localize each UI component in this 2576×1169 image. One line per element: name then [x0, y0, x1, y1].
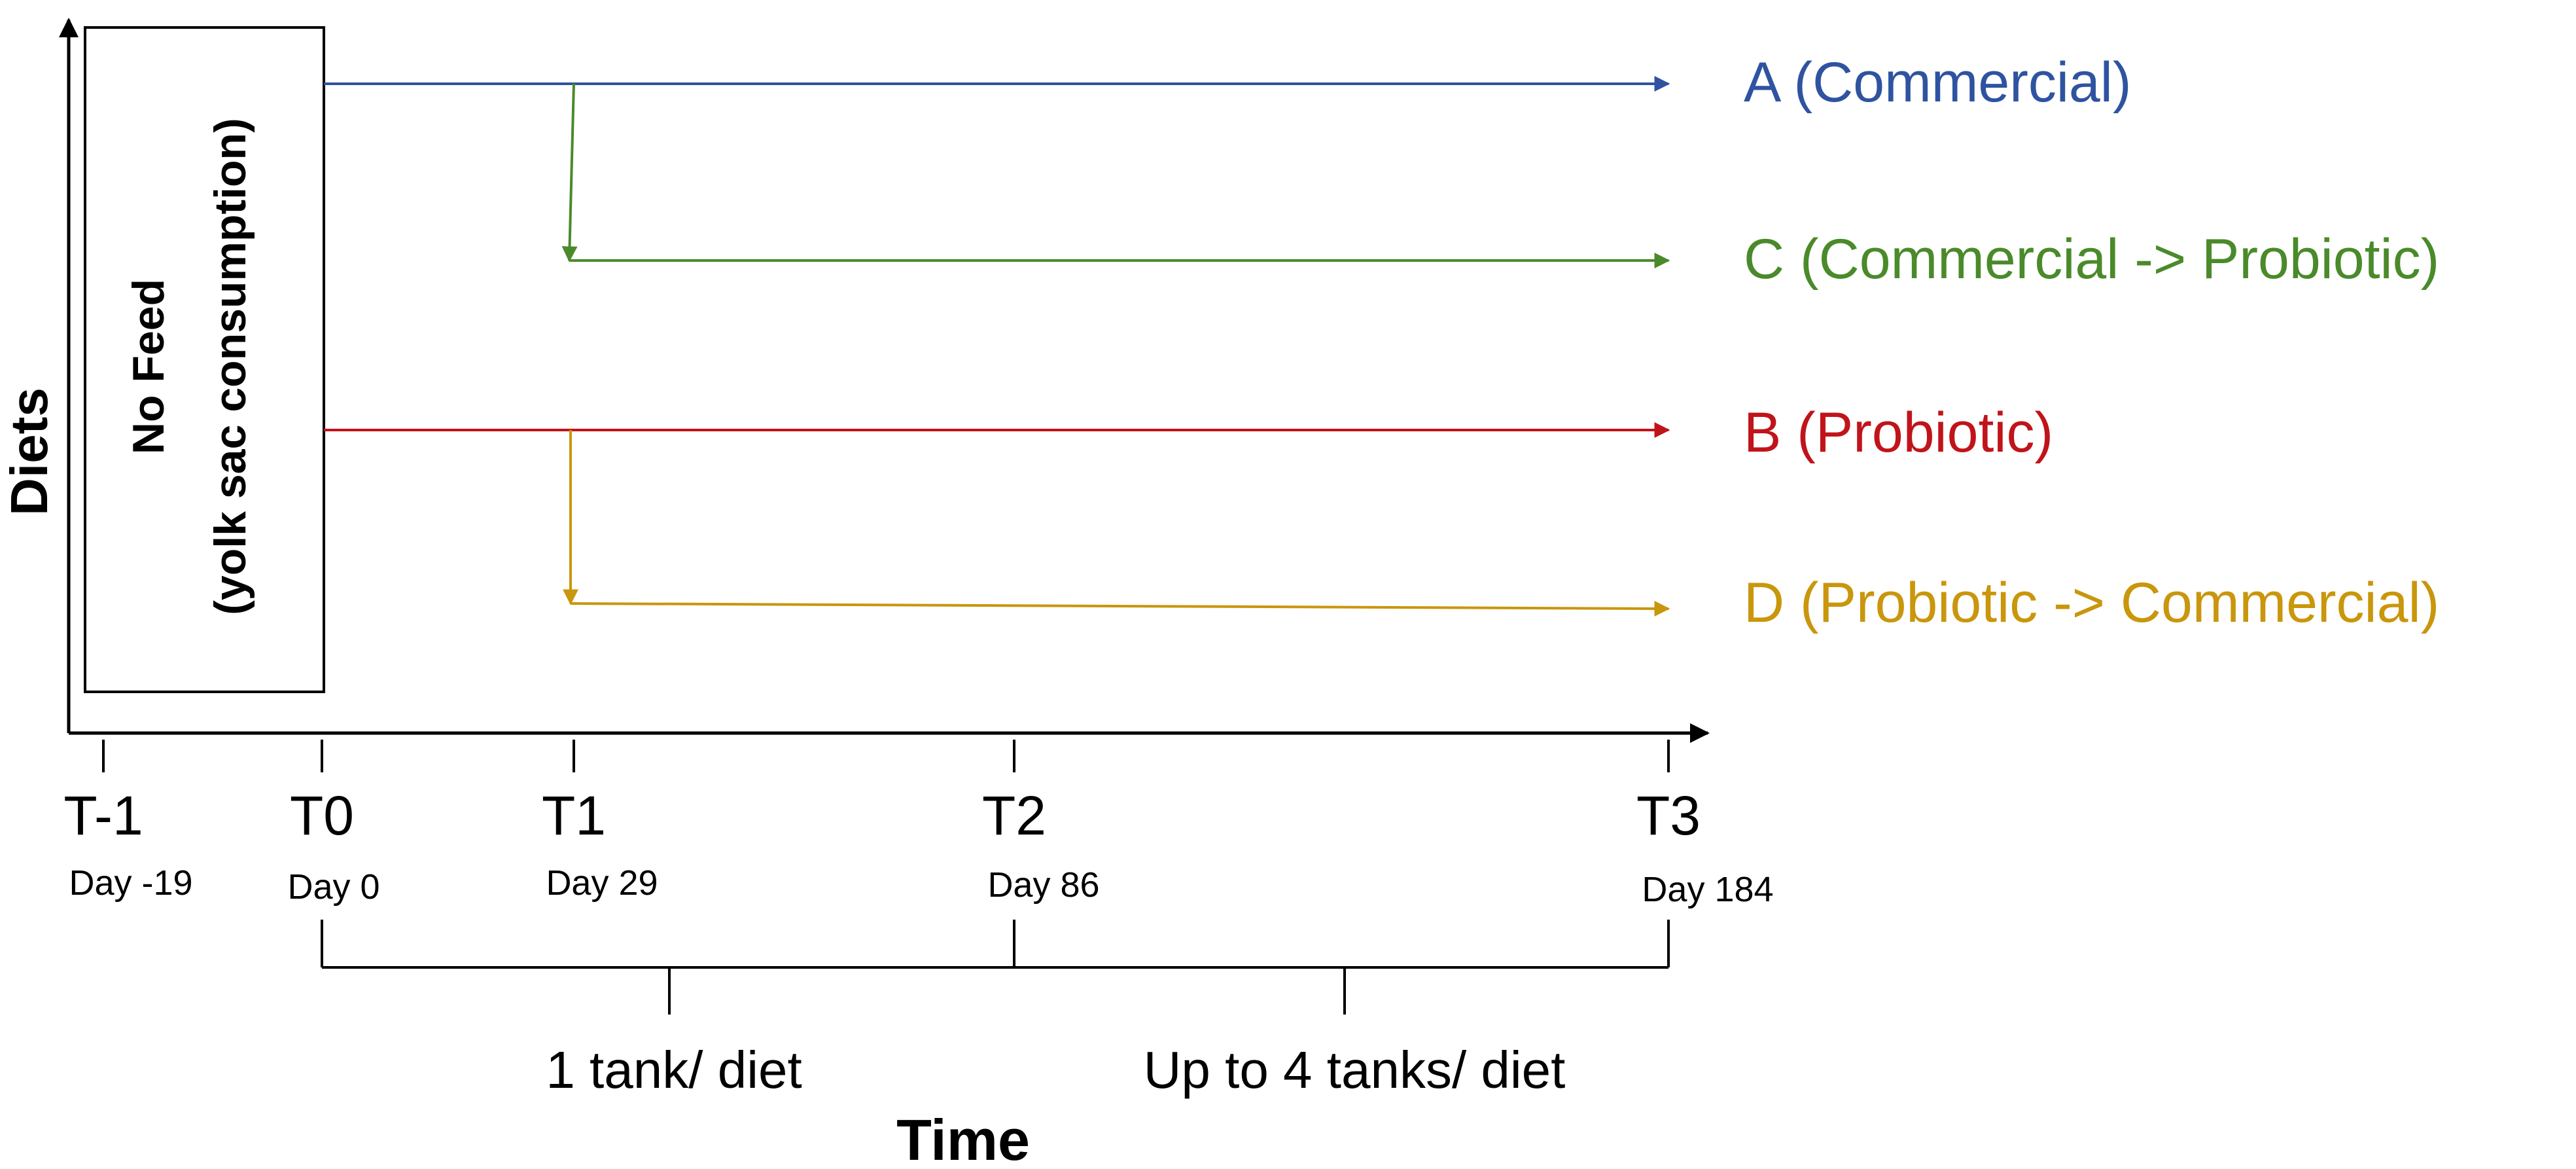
diet-c-label: C (Commercial -> Probiotic) [1744, 228, 2439, 291]
timepoint-label: T3 [1636, 785, 1701, 846]
day-label: Day 184 [1642, 870, 1773, 909]
day-label: Day -19 [69, 863, 192, 903]
y-axis-label: Diets [0, 387, 58, 516]
yolk-sac-label: (yolk sac consumption) [205, 118, 255, 615]
timepoint-label: T2 [982, 785, 1046, 846]
no-feed-box [84, 26, 325, 693]
period-label: 1 tank/ diet [546, 1041, 802, 1099]
timepoint-label: T-1 [63, 785, 143, 846]
x-axis-label: Time [896, 1107, 1030, 1169]
timepoint-label: T1 [542, 785, 606, 846]
day-label: Day 29 [546, 863, 658, 903]
diet-c-branch [561, 83, 578, 262]
no-feed-label: No Feed [124, 279, 173, 454]
day-label: Day 0 [287, 867, 379, 907]
timepoint-label: T0 [290, 785, 354, 846]
period-label: Up to 4 tanks/ diet [1144, 1041, 1566, 1099]
day-label: Day 86 [987, 865, 1099, 905]
diet-b-label: B (Probiotic) [1744, 401, 2053, 464]
diet-a-label: A (Commercial) [1744, 51, 2132, 114]
diet-d-line [570, 600, 1670, 617]
diet-d-label: D (Probiotic -> Commercial) [1744, 571, 2439, 634]
period-brackets [321, 920, 1670, 1015]
